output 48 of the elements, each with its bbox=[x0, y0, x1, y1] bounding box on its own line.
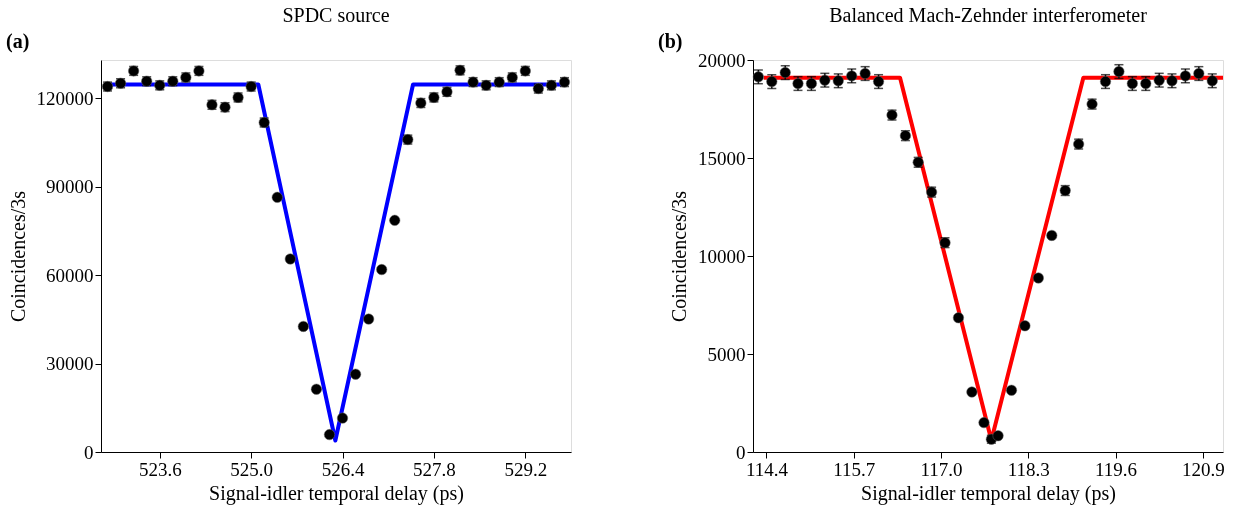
chart-title: Balanced Mach-Zehnder interferometer bbox=[829, 4, 1148, 26]
x-tick-label: 115.7 bbox=[833, 458, 876, 480]
point bbox=[992, 430, 1004, 442]
y-tick-label: 120000 bbox=[36, 87, 94, 109]
y-axis-title: Coincidences/3s bbox=[668, 190, 690, 323]
point bbox=[389, 214, 401, 226]
x-axis-title: Signal-idler temporal delay (ps) bbox=[861, 481, 1116, 505]
point bbox=[966, 386, 978, 398]
y-tick-label: 60000 bbox=[46, 264, 94, 286]
x-tick-label: 525.0 bbox=[230, 458, 274, 480]
point bbox=[1006, 384, 1017, 396]
x-tick-label: 119.6 bbox=[1095, 458, 1138, 480]
point bbox=[376, 264, 388, 276]
y-tick-label: 5000 bbox=[707, 343, 746, 365]
text: (a) bbox=[6, 30, 30, 53]
x-tick-label: 526.4 bbox=[321, 458, 365, 480]
y-tick-label: 30000 bbox=[46, 353, 94, 375]
point bbox=[1032, 272, 1044, 284]
point bbox=[271, 191, 283, 203]
point bbox=[978, 417, 990, 429]
point bbox=[350, 368, 362, 380]
x-tick-label: 114.4 bbox=[745, 458, 789, 480]
point bbox=[310, 383, 322, 395]
point bbox=[363, 313, 375, 325]
y-tick-label: 0 bbox=[84, 441, 94, 463]
x-tick-label: 523.6 bbox=[138, 458, 182, 480]
y-tick-label: 20000 bbox=[698, 49, 746, 71]
point bbox=[297, 320, 309, 332]
point bbox=[1019, 320, 1031, 332]
chart-title: SPDC source bbox=[282, 4, 390, 26]
x-axis-title: Signal-idler temporal delay (ps) bbox=[209, 481, 464, 505]
y-tick-label: 15000 bbox=[698, 147, 746, 169]
y-axis-title: Coincidences/3s bbox=[6, 190, 29, 323]
point bbox=[1046, 229, 1058, 241]
y-tick-label: 10000 bbox=[698, 245, 746, 267]
x-tick-label: 118.3 bbox=[1007, 458, 1050, 480]
text: (b) bbox=[658, 30, 683, 53]
y-tick-label: 0 bbox=[736, 441, 746, 463]
point bbox=[1100, 76, 1111, 88]
point bbox=[323, 429, 335, 441]
x-tick-label: 529.2 bbox=[504, 458, 548, 480]
point bbox=[284, 253, 296, 265]
x-tick-label: 527.8 bbox=[413, 458, 456, 480]
x-tick-label: 120.9 bbox=[1181, 458, 1225, 480]
point bbox=[337, 412, 349, 424]
y-tick-label: 90000 bbox=[46, 176, 94, 198]
x-tick-label: 117.0 bbox=[920, 458, 963, 480]
point bbox=[952, 312, 964, 324]
